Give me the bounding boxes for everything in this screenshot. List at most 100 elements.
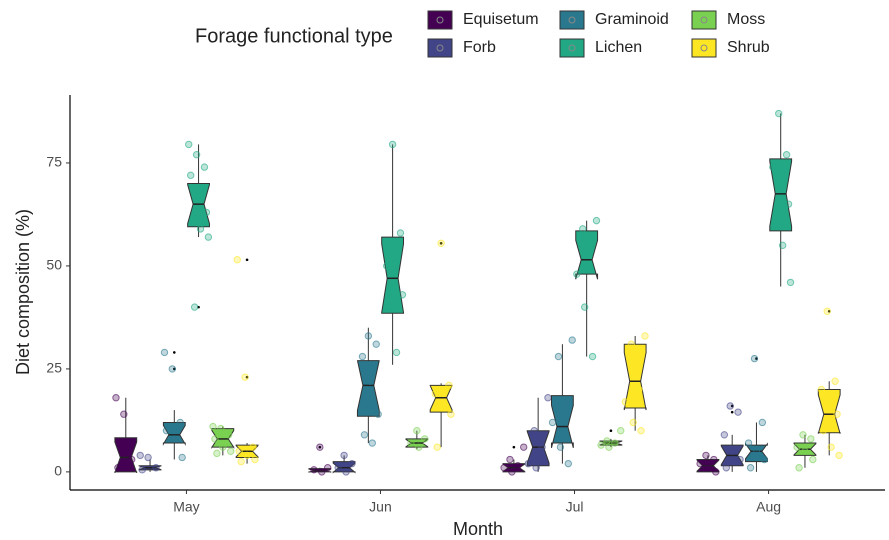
point <box>431 389 439 398</box>
point <box>178 453 186 462</box>
point <box>318 468 326 476</box>
point <box>185 140 193 149</box>
point <box>586 241 595 250</box>
point <box>413 426 421 435</box>
point <box>548 418 557 427</box>
point <box>358 352 367 361</box>
point <box>237 457 245 466</box>
point <box>374 410 382 418</box>
point <box>775 109 783 118</box>
point <box>827 443 835 451</box>
point <box>152 464 160 472</box>
point <box>776 179 785 188</box>
legend-key[interactable] <box>691 38 717 58</box>
point <box>752 447 761 455</box>
point <box>243 451 251 460</box>
point <box>114 464 122 472</box>
outlier <box>245 258 249 262</box>
point <box>188 216 197 225</box>
point <box>112 394 120 402</box>
legend-key[interactable] <box>559 38 585 58</box>
point <box>384 303 393 311</box>
y-tick-label: 75 <box>46 154 62 170</box>
point <box>508 468 516 476</box>
legend-key[interactable] <box>691 10 717 30</box>
box <box>769 158 793 232</box>
legend-key-point <box>436 16 444 24</box>
point <box>204 233 213 241</box>
point <box>209 422 217 431</box>
point <box>786 278 795 287</box>
outlier <box>512 445 516 449</box>
point <box>556 443 565 451</box>
point <box>530 426 538 435</box>
legend-label: Forb <box>463 39 496 56</box>
legend-key-point <box>568 44 576 52</box>
point <box>506 455 514 464</box>
point <box>396 229 405 237</box>
point <box>538 443 546 451</box>
point <box>392 348 401 357</box>
point <box>407 439 415 447</box>
outlier <box>730 410 734 414</box>
point <box>793 443 801 451</box>
point <box>784 200 793 208</box>
point <box>778 241 787 250</box>
point <box>524 459 533 468</box>
point <box>588 352 597 361</box>
point <box>514 461 522 470</box>
point <box>251 455 259 464</box>
x-axis-label: Month <box>453 519 503 539</box>
point <box>641 332 649 340</box>
point <box>835 451 843 460</box>
legend-key-point <box>700 44 708 52</box>
legend-title: Forage functional type <box>195 25 393 47</box>
point <box>368 439 376 447</box>
point <box>627 340 635 348</box>
point <box>233 256 241 264</box>
outlier <box>173 367 176 371</box>
point <box>637 426 645 435</box>
point <box>782 151 791 159</box>
y-axis-label: Diet composition (%) <box>13 209 33 375</box>
point <box>520 443 528 451</box>
point <box>310 466 318 474</box>
outlier <box>439 241 443 245</box>
point <box>447 410 455 418</box>
legend-label: Shrub <box>727 39 770 56</box>
point <box>334 464 342 472</box>
point <box>580 303 589 311</box>
point <box>162 426 171 435</box>
point <box>213 449 221 458</box>
point <box>801 447 809 455</box>
x-tick-label: May <box>173 499 199 515</box>
box <box>550 395 574 449</box>
point <box>635 385 643 394</box>
point <box>200 163 209 171</box>
legend-key[interactable] <box>427 38 453 58</box>
legend-key[interactable] <box>427 10 453 30</box>
point <box>728 447 736 455</box>
box <box>162 421 186 446</box>
box <box>381 236 405 314</box>
point <box>532 464 540 472</box>
outlier <box>318 445 322 449</box>
legend-key-point <box>700 16 708 24</box>
legend-key[interactable] <box>559 10 585 30</box>
point <box>366 377 375 385</box>
point <box>437 239 445 247</box>
point <box>144 453 152 462</box>
point <box>799 431 807 439</box>
x-tick-label: Aug <box>756 499 781 515</box>
point <box>819 426 828 435</box>
point <box>795 464 803 472</box>
point <box>415 443 423 451</box>
box <box>623 343 647 411</box>
legend-label: Lichen <box>595 39 642 56</box>
box <box>575 230 599 280</box>
point <box>831 377 839 385</box>
outlier <box>755 357 758 360</box>
point <box>769 163 777 171</box>
point <box>398 291 407 299</box>
